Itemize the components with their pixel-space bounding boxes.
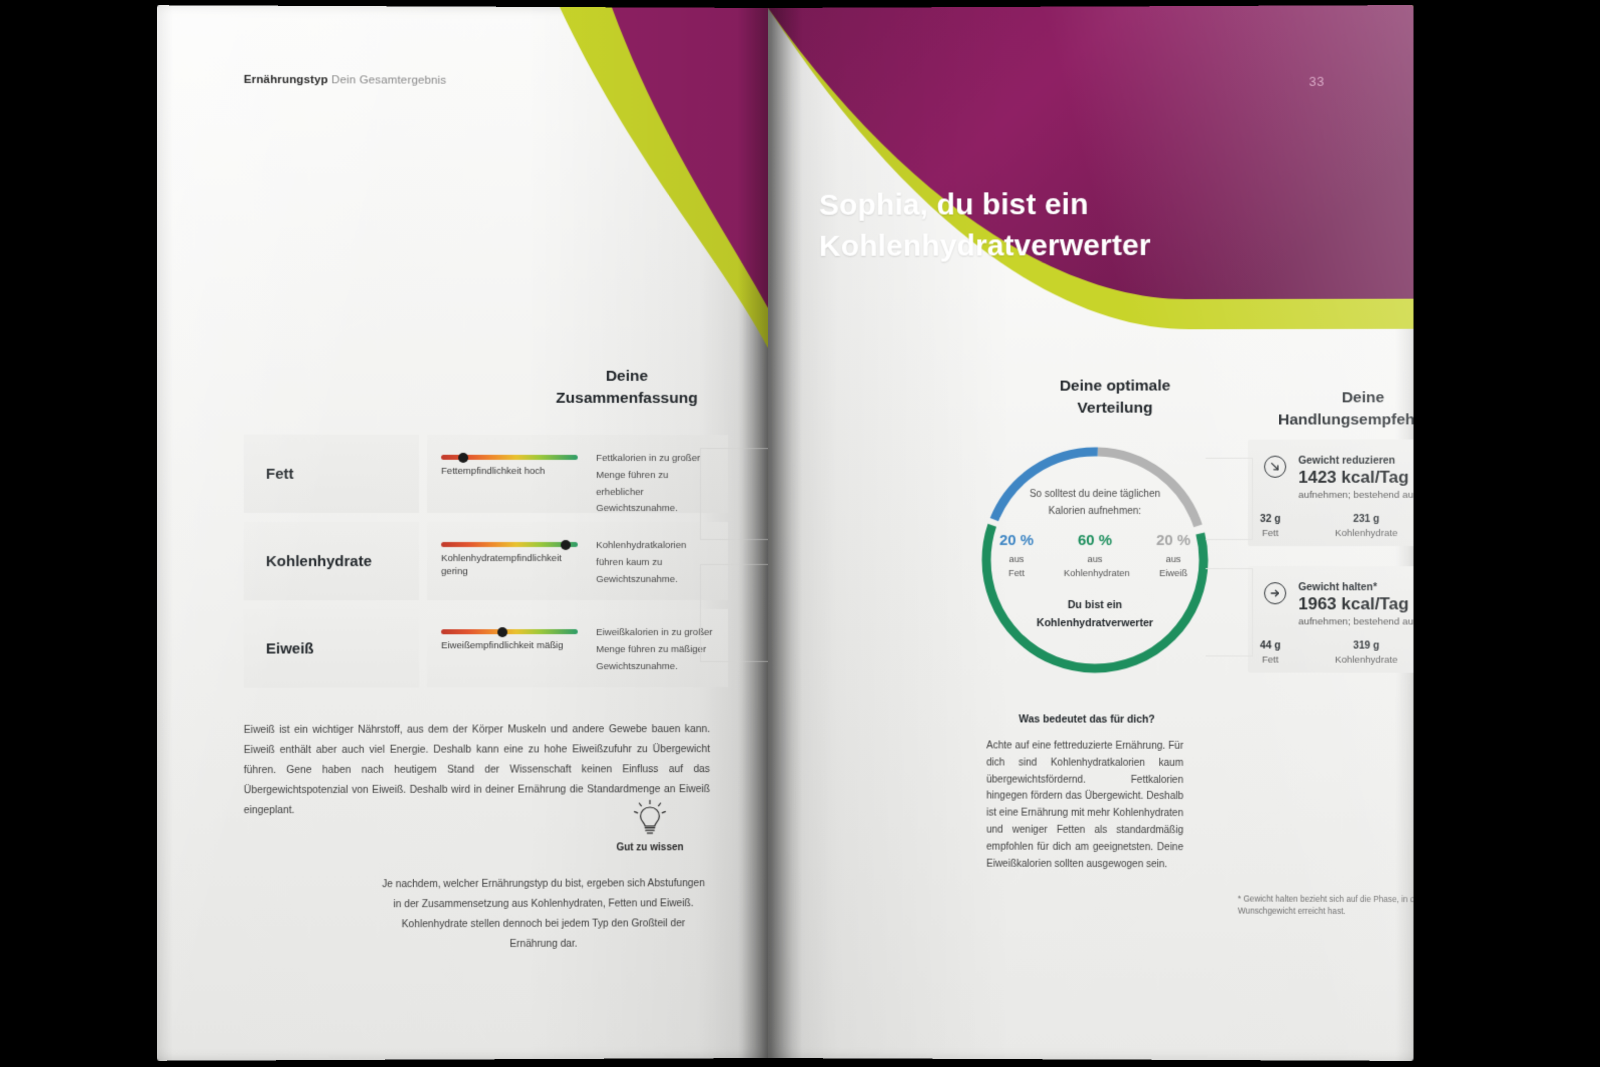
donut-lead: So solltest du deine täglichen Kalorien … — [1030, 487, 1161, 520]
recommendation-card-reduzieren[interactable]: Gewicht reduzieren 1423 kcal/Tag aufnehm… — [1247, 439, 1414, 547]
card-macro-fett: 32 g Fett — [1260, 514, 1281, 539]
page-title-line1: Sophia, du bist ein — [819, 188, 1089, 222]
summary-heading-line1: Deine — [605, 367, 649, 385]
summary-row-label: Kohlenhydrate — [243, 521, 420, 601]
summary-row-label: Eiweiß — [243, 609, 420, 688]
card-title: Gewicht halten* — [1298, 582, 1378, 594]
card-calories: 1963 kcal/Tag — [1298, 594, 1409, 614]
left-page: Ernährungstyp Dein Gesamtergebnis Deine … — [156, 5, 769, 1061]
meaning-heading: Was bedeutet das für dich? — [1018, 714, 1155, 726]
recommendation-heading-line1: Deine — [1341, 389, 1385, 407]
tip-block: Gut zu wissen — [590, 798, 710, 853]
macro-label: Fett — [1261, 654, 1279, 666]
header-curve-left — [559, 7, 768, 348]
card-calories: 1423 kcal/Tag — [1298, 467, 1409, 487]
sensitivity-scale — [441, 539, 579, 550]
summary-row-kohlenhydrate: Kohlenhydrate Kohlenhydratempfindlichkei… — [243, 521, 728, 601]
summary-heading-line2: Zusammenfassung — [556, 389, 698, 407]
recommendation-card-halten[interactable]: Gewicht halten* 1963 kcal/Tag aufnehmen;… — [1247, 566, 1414, 673]
scale-label: Fettempfindlichkeit hoch — [441, 465, 546, 477]
page-title: Sophia, du bist ein Kohlenhydratverwerte… — [819, 185, 1151, 268]
macro-label: Fett — [1261, 528, 1279, 540]
donut-lead-line2: Kalorien aufnehmen: — [1048, 505, 1142, 517]
distribution-heading-line1: Deine optimale — [1059, 377, 1171, 395]
card-macro-split: 32 g Fett 231 g Kohlenhydrate 53 g Eiwei… — [1248, 514, 1414, 539]
scale-marker — [497, 626, 508, 637]
donut-macro-value: 20 % — [1156, 532, 1191, 550]
connector-line-bottom — [699, 563, 769, 663]
card-subtitle: aufnehmen; bestehend aus: — [1298, 490, 1414, 502]
right-page: 33 Sophia, du bist ein Kohlenhydratverwe… — [768, 5, 1414, 1061]
summary-row-body: Fettempfindlichkeit hoch Fettkalorien in… — [427, 434, 728, 514]
scale-marker — [560, 539, 571, 550]
kicker-rest: Dein Gesamtergebnis — [328, 74, 447, 87]
page-title-line2: Kohlenhydratverwerter — [819, 228, 1151, 263]
donut-macro-eiweiss: 20 % aus Eiweiß — [1142, 532, 1204, 579]
summary-row-label: Fett — [243, 434, 420, 513]
donut-macro-label: aus Fett — [1008, 553, 1025, 579]
donut-footer: Du bist ein Kohlenhydratverwerter — [1037, 596, 1154, 633]
distribution-donut-chart: So solltest du deine täglichen Kalorien … — [974, 440, 1215, 681]
donut-macro-fett: 20 % aus Fett — [985, 532, 1047, 579]
card-macro-fett: 44 g Fett — [1260, 641, 1281, 666]
donut-lead-line1: So solltest du deine täglichen — [1029, 489, 1161, 501]
connector-donut-card-bottom — [1205, 568, 1253, 657]
donut-macro-value: 60 % — [1077, 532, 1113, 550]
kicker-bold: Ernährungstyp — [243, 73, 329, 87]
donut-macro-label: aus Eiweiß — [1159, 553, 1188, 579]
donut-macro-label: aus Kohlenhydraten — [1063, 553, 1130, 579]
scale-label: Eiweißempfindlichkeit mäßig — [441, 640, 564, 652]
card-title: Gewicht reduzieren — [1298, 455, 1396, 467]
lightbulb-icon — [633, 799, 666, 833]
recommendation-heading-line2: Handlungsempfehlung — [1278, 411, 1414, 429]
macro-value: 231 g — [1353, 514, 1380, 526]
card-macro-kohlenhydrate: 231 g Kohlenhydrate — [1335, 514, 1398, 539]
document-kicker: Ernährungstyp Dein Gesamtergebnis — [244, 74, 447, 87]
connector-line-top — [699, 447, 769, 541]
header-curve-right — [768, 5, 1414, 330]
summary-row-body: Eiweißempfindlichkeit mäßig Eiweißkalori… — [427, 609, 728, 688]
sensitivity-scale — [441, 626, 579, 637]
summary-row-fett: Fett Fettempfindlichkeit hoch Fettkalori… — [243, 434, 728, 514]
sensitivity-scale-block: Kohlenhydratempfindlichkeit gering — [427, 522, 592, 600]
distribution-heading-line2: Verteilung — [1077, 399, 1153, 417]
donut-footer-line2: Kohlenhydratverwerter — [1036, 617, 1154, 630]
card-subtitle: aufnehmen; bestehend aus: — [1298, 616, 1414, 628]
sensitivity-scale-block: Eiweißempfindlichkeit mäßig — [427, 609, 592, 687]
magazine-spread: Ernährungstyp Dein Gesamtergebnis Deine … — [156, 5, 1414, 1061]
macro-label: Kohlenhydrate — [1335, 654, 1398, 666]
connector-donut-card-top — [1205, 457, 1253, 541]
macro-value: 44 g — [1260, 640, 1281, 652]
summary-heading: Deine Zusammenfassung — [511, 366, 742, 410]
arrow-right-circle-icon — [1264, 582, 1287, 605]
recommendation-footnote: * Gewicht halten bezieht sich auf die Ph… — [1237, 894, 1414, 917]
meaning-body: Achte auf eine fettreduzierte Ernährung.… — [986, 740, 1184, 870]
arrow-down-right-circle-icon — [1264, 455, 1287, 478]
scale-label: Kohlenhydratempfindlichkeit gering — [441, 553, 562, 578]
donut-macro-value: 20 % — [999, 532, 1034, 550]
macro-value: 319 g — [1353, 640, 1380, 652]
scale-marker — [458, 452, 469, 463]
page-number: 33 — [1308, 73, 1325, 89]
donut-macro-kohlenhydrate: 60 % aus Kohlenhydraten — [1063, 532, 1130, 579]
sensitivity-scale-block: Fettempfindlichkeit hoch — [427, 435, 592, 513]
donut-macro-legend: 20 % aus Fett 60 % aus Kohlenhydraten 20 %… — [985, 532, 1204, 579]
macro-label: Kohlenhydrate — [1335, 528, 1398, 540]
macro-value: 32 g — [1260, 514, 1281, 526]
card-macro-kohlenhydrate: 319 g Kohlenhydrate — [1335, 641, 1398, 666]
donut-center-content: So solltest du deine täglichen Kalorien … — [974, 440, 1215, 681]
tip-text: Je nachdem, welcher Ernährungstyp du bis… — [381, 878, 705, 950]
recommendation-heading: Deine Handlungsempfehlung — [1242, 387, 1414, 431]
sensitivity-scale — [441, 452, 579, 463]
donut-footer-line1: Du bist ein — [1067, 598, 1123, 611]
tip-label: Gut zu wissen — [616, 842, 684, 854]
summary-row-eiweiss: Eiweiß Eiweißempfindlichkeit mäßig Eiwei… — [243, 609, 728, 688]
summary-row-body: Kohlenhydratempfindlichkeit gering Kohle… — [427, 521, 728, 601]
distribution-heading: Deine optimale Verteilung — [1014, 375, 1215, 419]
card-macro-split: 44 g Fett 319 g Kohlenhydrate 74 g Eiwei… — [1248, 641, 1414, 666]
